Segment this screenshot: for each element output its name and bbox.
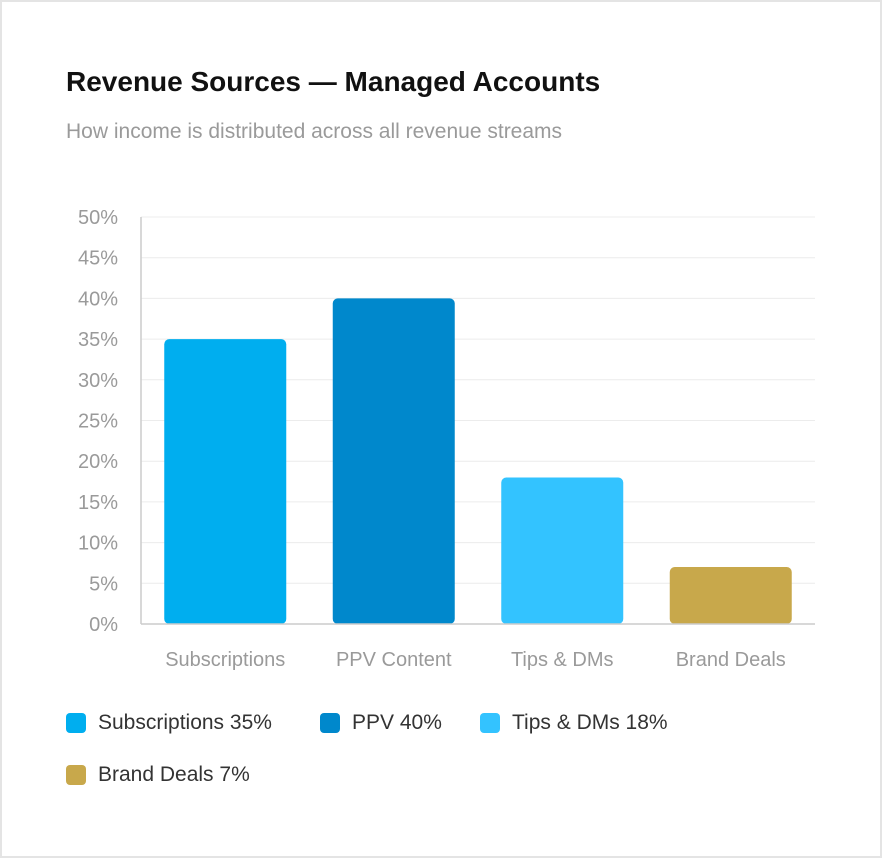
x-axis-labels: Subscriptions PPV Content Tips & DMs Brand … bbox=[165, 649, 786, 671]
legend-swatch bbox=[66, 713, 86, 733]
legend-item: PPV 40% bbox=[320, 711, 442, 735]
bar-subscriptions bbox=[164, 339, 287, 624]
legend-label: Tips & DMs 18% bbox=[512, 711, 668, 734]
x-tick-label: Brand Deals bbox=[676, 649, 786, 671]
y-tick-label: 15% bbox=[78, 492, 118, 514]
bar-ppv-content bbox=[332, 298, 455, 624]
legend-swatch bbox=[320, 713, 340, 733]
y-tick-label: 20% bbox=[78, 451, 118, 473]
y-tick-label: 5% bbox=[89, 573, 118, 595]
y-tick-label: 50% bbox=[78, 207, 118, 229]
bars bbox=[164, 298, 792, 624]
x-tick-label: Subscriptions bbox=[165, 649, 285, 671]
legend-label: PPV 40% bbox=[352, 711, 442, 734]
y-tick-label: 30% bbox=[78, 370, 118, 392]
legend-label: Subscriptions 35% bbox=[98, 711, 272, 734]
y-tick-label: 0% bbox=[89, 614, 118, 636]
x-tick-label: PPV Content bbox=[336, 649, 452, 671]
y-tick-label: 45% bbox=[78, 248, 118, 270]
y-tick-label: 40% bbox=[78, 288, 118, 310]
y-tick-label: 25% bbox=[78, 411, 118, 433]
legend-swatch bbox=[480, 713, 500, 733]
chart-subtitle: How income is distributed across all rev… bbox=[66, 120, 563, 143]
y-tick-label: 10% bbox=[78, 533, 118, 555]
y-axis-ticks: 0% 5% 10% 15% 20% 25% 30% 35% 40% 45% 50% bbox=[78, 207, 118, 636]
bar-chart: 0% 5% 10% 15% 20% 25% 30% 35% 40% 45% 50% Subscrip… bbox=[78, 207, 815, 671]
legend-label: Brand Deals 7% bbox=[98, 763, 250, 786]
bar-tips-dms bbox=[501, 477, 624, 624]
chart-title: Revenue Sources — Managed Accounts bbox=[66, 66, 601, 97]
legend-item: Tips & DMs 18% bbox=[480, 711, 668, 735]
legend-item: Subscriptions 35% bbox=[66, 711, 272, 735]
legend-item: Brand Deals 7% bbox=[66, 763, 250, 787]
y-tick-label: 35% bbox=[78, 329, 118, 351]
legend-swatch bbox=[66, 765, 86, 785]
x-tick-label: Tips & DMs bbox=[511, 649, 614, 671]
bar-brand-deals bbox=[669, 567, 792, 624]
